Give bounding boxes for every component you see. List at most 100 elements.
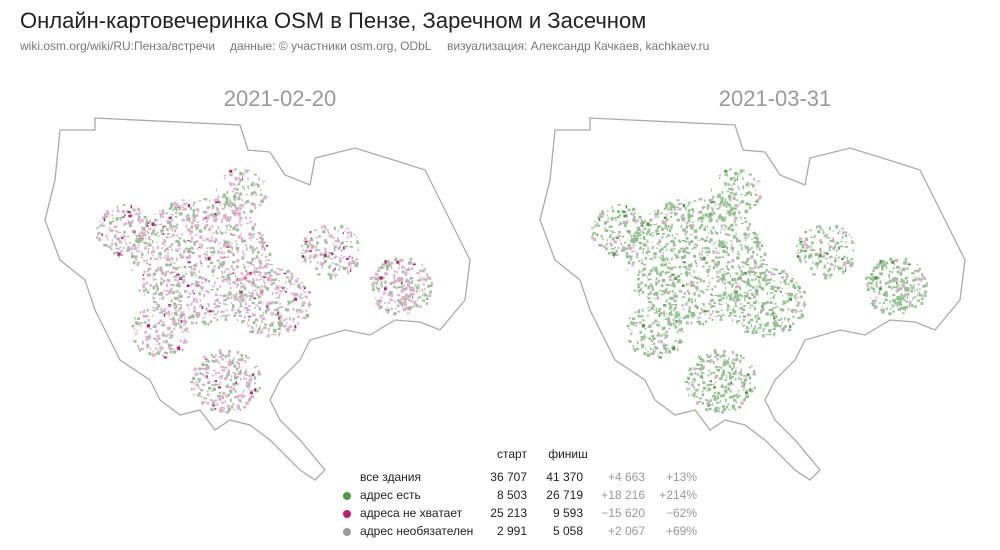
building	[668, 201, 672, 205]
building	[690, 240, 694, 244]
building	[892, 294, 896, 297]
building	[724, 389, 728, 393]
building	[764, 323, 766, 327]
building	[246, 246, 248, 250]
building	[670, 310, 672, 313]
building	[735, 369, 737, 374]
building	[818, 262, 820, 265]
building	[829, 255, 833, 258]
building	[631, 238, 634, 241]
building	[229, 385, 232, 389]
building	[118, 232, 121, 234]
building	[611, 237, 615, 241]
building	[734, 193, 737, 196]
building	[346, 227, 349, 230]
building	[636, 238, 639, 241]
building	[251, 246, 254, 249]
building	[689, 234, 693, 236]
building	[141, 340, 144, 345]
building	[170, 344, 173, 347]
building	[711, 288, 714, 291]
building	[170, 334, 173, 338]
building	[199, 372, 202, 375]
building	[238, 296, 242, 298]
building	[610, 234, 613, 236]
building	[292, 329, 297, 331]
building	[605, 245, 607, 247]
building	[179, 319, 181, 322]
building	[173, 302, 176, 306]
building	[706, 247, 710, 249]
building	[785, 292, 788, 295]
building	[220, 250, 223, 255]
building	[703, 386, 707, 390]
building	[182, 282, 184, 284]
building	[737, 406, 742, 409]
building	[133, 247, 135, 250]
building	[145, 281, 148, 284]
building	[731, 243, 733, 247]
building	[158, 343, 161, 345]
building	[406, 284, 410, 287]
building	[807, 245, 811, 247]
building	[220, 408, 224, 412]
building	[723, 393, 725, 397]
building	[324, 251, 328, 254]
building	[207, 213, 209, 217]
building	[158, 312, 163, 314]
building	[152, 315, 154, 317]
building	[190, 225, 193, 229]
building	[255, 324, 257, 328]
building	[686, 222, 689, 225]
building	[637, 289, 641, 293]
building	[142, 277, 145, 281]
building	[720, 374, 723, 378]
building	[891, 306, 894, 308]
building	[380, 282, 383, 285]
building	[754, 193, 758, 197]
building	[238, 310, 241, 314]
building	[662, 252, 664, 254]
building	[657, 209, 659, 213]
building	[217, 394, 221, 398]
building	[800, 260, 802, 263]
building	[709, 408, 712, 410]
building	[308, 240, 311, 244]
building	[922, 284, 926, 288]
building	[651, 241, 653, 243]
building	[654, 319, 657, 323]
building	[149, 273, 151, 276]
building	[644, 273, 646, 276]
building	[320, 262, 324, 266]
building	[745, 295, 749, 297]
building	[660, 334, 663, 337]
building	[306, 249, 310, 252]
building	[776, 323, 779, 327]
building	[254, 307, 256, 309]
building	[169, 272, 172, 275]
building	[161, 223, 163, 225]
building	[658, 356, 663, 359]
building	[773, 280, 776, 282]
building	[734, 358, 737, 361]
building	[236, 188, 239, 192]
building	[357, 249, 359, 252]
building	[634, 236, 636, 241]
building	[661, 278, 666, 283]
building	[131, 219, 134, 223]
building	[804, 260, 807, 264]
building	[271, 292, 274, 295]
building	[254, 289, 257, 292]
building	[814, 262, 817, 266]
building	[202, 239, 206, 241]
building	[805, 238, 809, 242]
building	[631, 250, 634, 253]
building	[278, 268, 281, 271]
building	[733, 307, 735, 311]
building	[240, 217, 242, 220]
building	[355, 237, 358, 239]
building	[642, 274, 645, 277]
building	[265, 264, 269, 266]
building	[273, 329, 277, 333]
building	[137, 215, 141, 220]
